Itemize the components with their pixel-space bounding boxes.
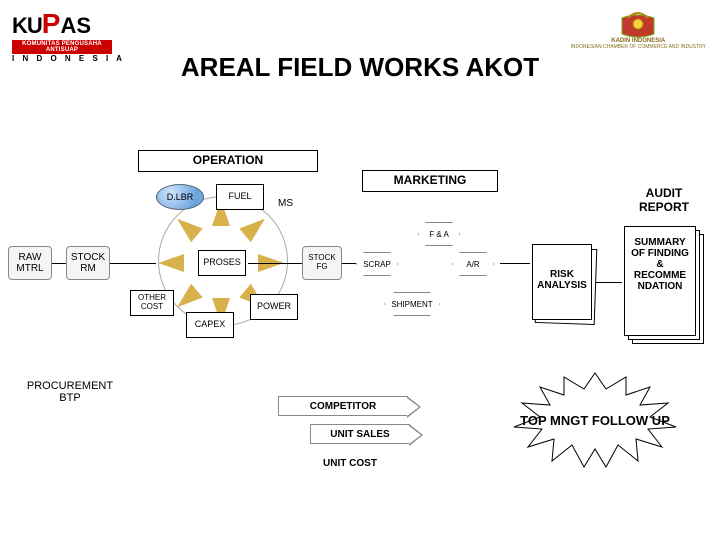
power-node: POWER <box>250 294 298 320</box>
raw-mtrl-box: RAW MTRL <box>8 246 52 280</box>
logo-right-sub: INDONESIAN CHAMBER OF COMMERCE AND INDUS… <box>571 44 706 50</box>
connector-line <box>52 263 66 264</box>
emblem-icon <box>614 6 662 38</box>
logo-text: KU <box>12 13 42 38</box>
connector-line <box>500 263 530 264</box>
fa-hex: F & A <box>418 222 460 246</box>
capex-node: CAPEX <box>186 312 234 338</box>
stock-rm-box: STOCK RM <box>66 246 110 280</box>
unit-sales-band: UNIT SALES <box>310 424 410 444</box>
audit-report-label: AUDIT REPORT <box>624 186 704 214</box>
connector-line <box>596 282 622 283</box>
followup-text: TOP MNGT FOLLOW UP <box>520 413 670 429</box>
ms-label: MS <box>278 198 293 209</box>
connector-line <box>342 263 356 264</box>
risk-analysis-doc: RISK ANALYSIS <box>532 244 592 320</box>
operation-header: OPERATION <box>138 150 318 172</box>
wheel-spoke <box>158 254 184 272</box>
logo-text: P <box>42 8 61 39</box>
summary-label: SUMMARY OF FINDING & RECOMME NDATION <box>625 237 695 292</box>
marketing-header: MARKETING <box>362 170 498 192</box>
logo-kadin: KADIN INDONESIA INDONESIAN CHAMBER OF CO… <box>571 6 706 50</box>
proses-node: PROSES <box>198 250 246 276</box>
summary-doc: SUMMARY OF FINDING & RECOMME NDATION <box>624 226 696 336</box>
logo-text: AS <box>60 13 91 38</box>
followup-star: TOP MNGT FOLLOW UP <box>520 376 670 466</box>
ar-hex: A/R <box>452 252 494 276</box>
shipment-hex: SHIPMENT <box>384 292 440 316</box>
connector-line <box>248 263 302 264</box>
scrap-hex: SCRAP <box>356 252 398 276</box>
fuel-node: FUEL <box>216 184 264 210</box>
procurement-label: PROCUREMENT BTP <box>20 380 120 404</box>
page-title: AREAL FIELD WORKS AKOT <box>0 52 720 83</box>
other-cost-node: OTHER COST <box>130 290 174 316</box>
unit-cost-label: UNIT COST <box>300 458 400 469</box>
stock-fg-box: STOCK FG <box>302 246 342 280</box>
dlbr-node: D.LBR <box>156 184 204 210</box>
connector-line <box>110 263 156 264</box>
risk-analysis-label: RISK ANALYSIS <box>533 269 591 291</box>
competitor-band: COMPETITOR <box>278 396 408 416</box>
